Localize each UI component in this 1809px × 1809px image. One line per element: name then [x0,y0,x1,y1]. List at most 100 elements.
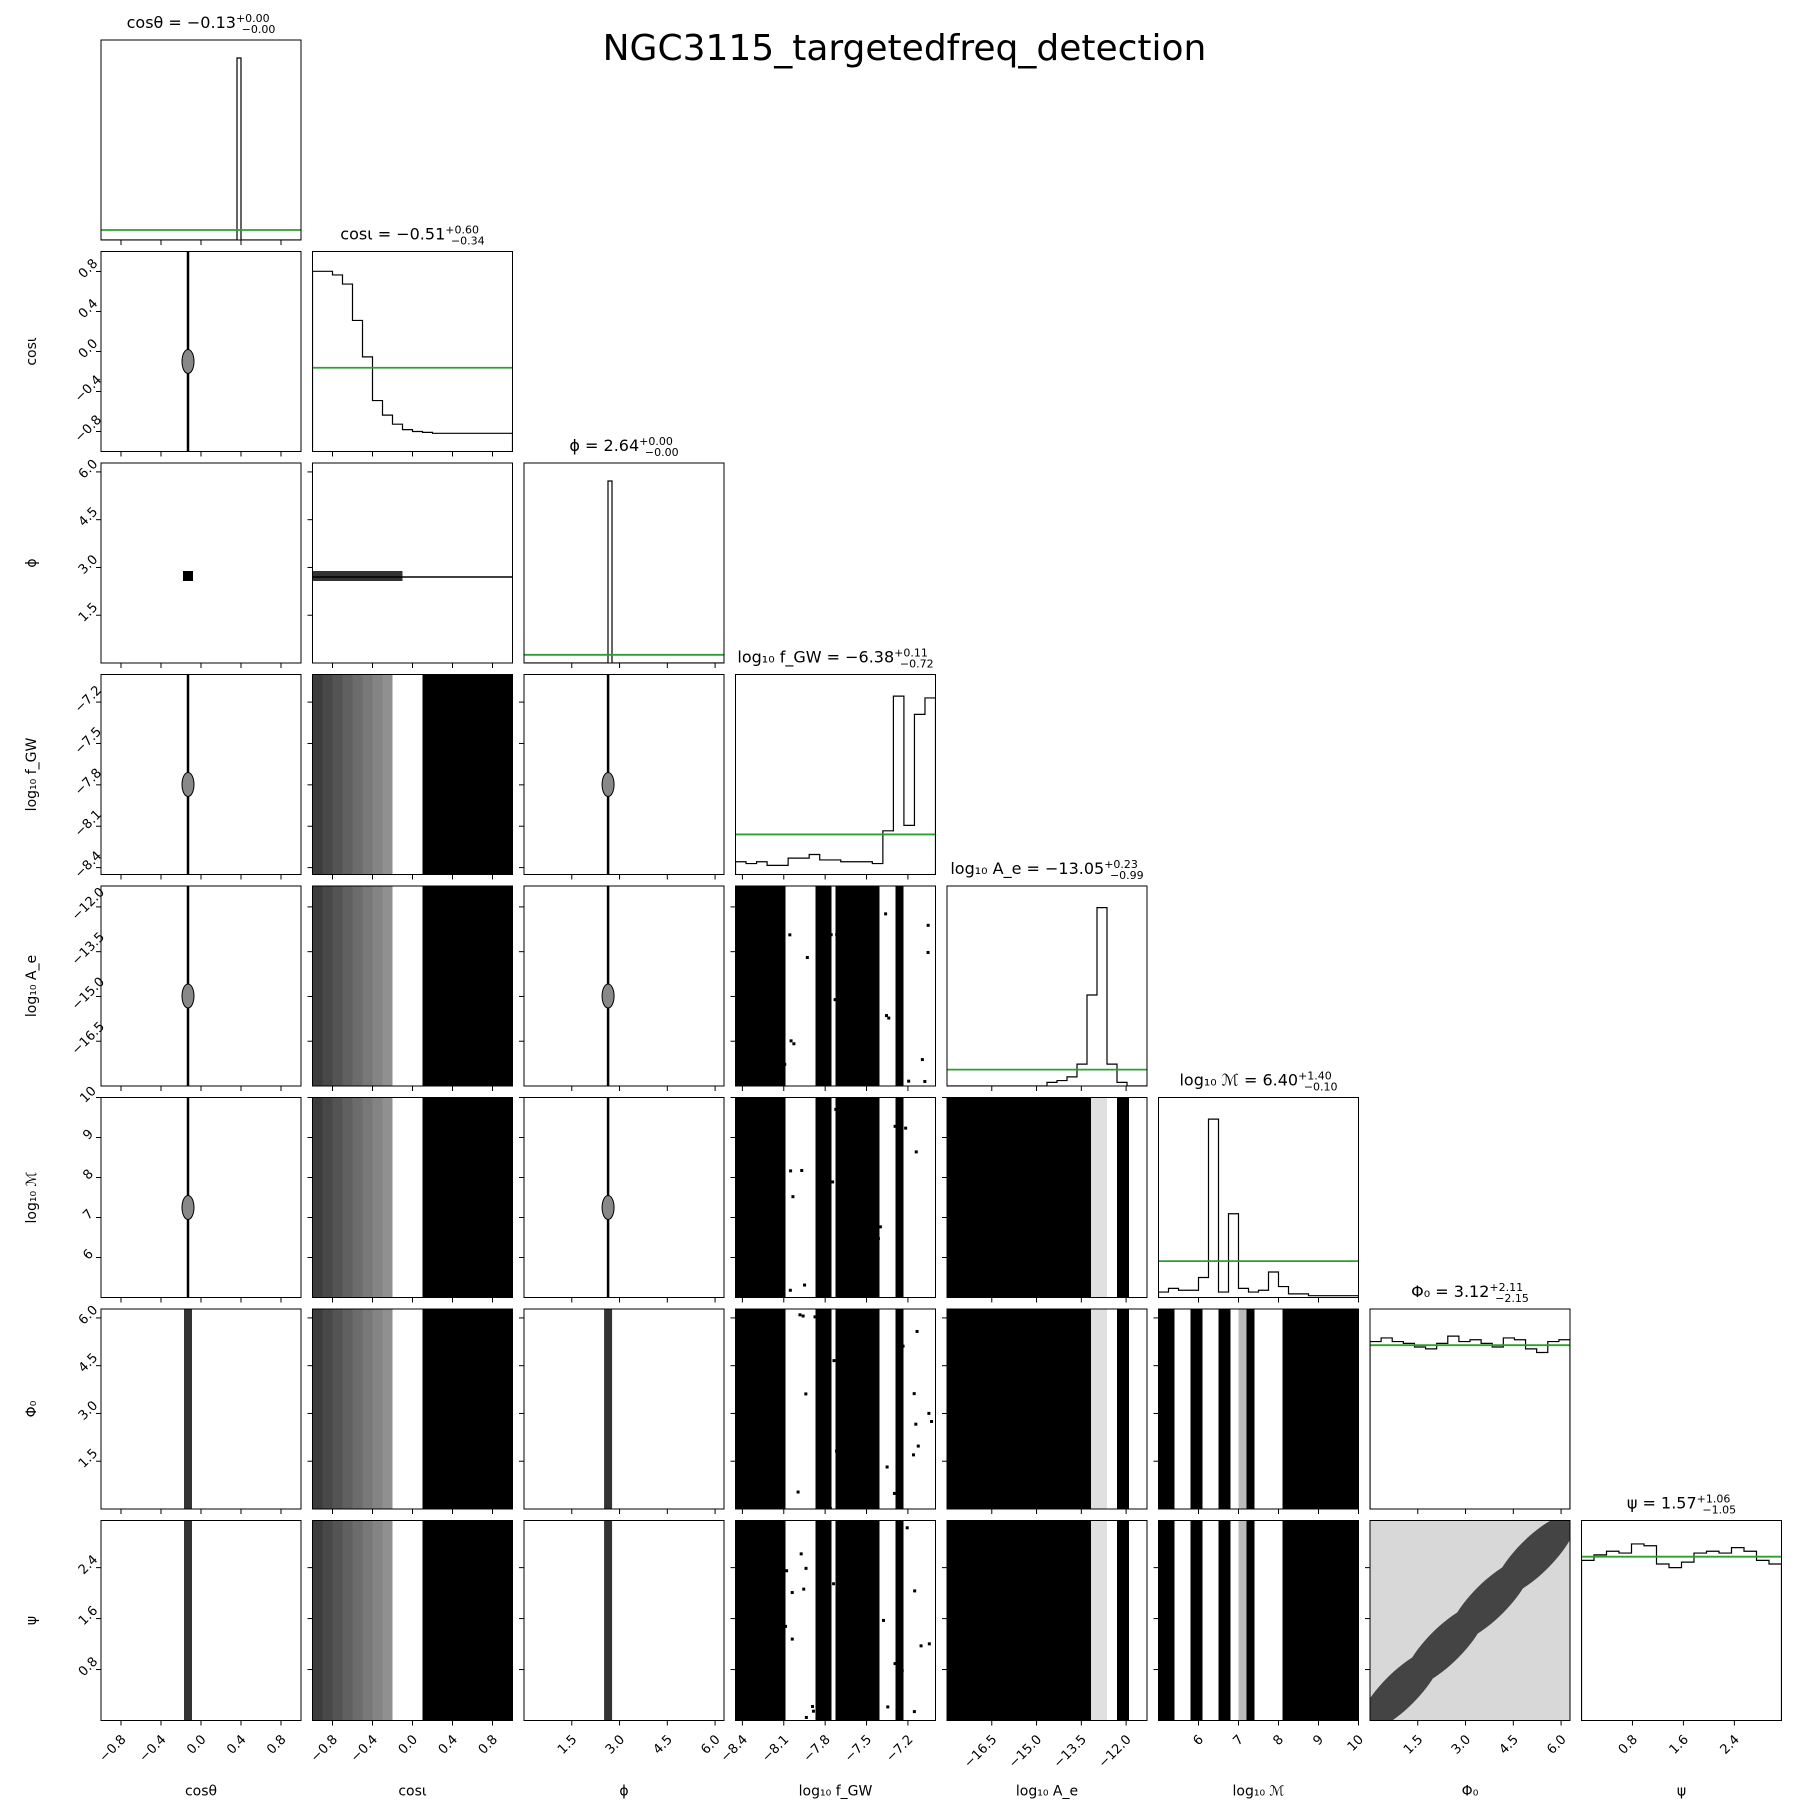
density-speck [860,1114,864,1118]
density-band [1282,1309,1359,1509]
y-tick-label: 6.0 [76,457,101,482]
x-axis-label-logmc: log₁₀ ℳ [1233,1784,1285,1800]
density-speck [907,1079,911,1083]
density-speck [741,1217,745,1221]
x-tick-label: 0.4 [224,1732,249,1757]
density-speck [825,1693,829,1697]
density-band [895,1309,904,1509]
panel-frame [100,251,302,452]
density-band [1190,1520,1203,1721]
density-speck [827,1502,831,1506]
density-column [352,886,363,1086]
density-speck [832,1582,836,1586]
y-tick-label: −12.0 [69,885,108,924]
density-column [332,886,343,1086]
density-panel-costheta-vs-logae [96,885,302,1091]
hist-panel-logfgw [735,674,936,880]
density-band [835,1520,880,1721]
histogram-step-logae [947,907,1147,1086]
y-tick-label: −8.4 [72,849,105,882]
density-column [352,1097,363,1298]
density-speck [926,950,930,954]
density-panel-costheta-vs-logmc [96,1097,302,1303]
density-band [1091,1097,1107,1298]
density-fill [422,1520,513,1721]
x-axis-label-logfgw: log₁₀ f_GW [799,1784,873,1800]
density-speck [823,985,827,989]
density-speck [823,1537,827,1541]
density-column [392,886,403,1086]
density-column [382,886,393,1086]
density-speck [798,1313,802,1317]
density-speck [855,1388,859,1392]
density-speck [893,1662,897,1666]
density-panel-logfgw-vs-psi [730,1520,936,1726]
x-tick-label: 6 [1191,1732,1207,1748]
panel-title-Phi0: Φ₀ = 3.12+2.11 −2.15 [1411,1281,1529,1305]
density-fill [422,1097,513,1298]
density-speck [842,1576,846,1580]
density-column [342,886,353,1086]
density-column [372,886,383,1086]
density-fill [947,1309,1091,1509]
x-tick-label: −7.8 [801,1732,834,1765]
density-column [392,674,403,875]
density-speck [913,1589,917,1593]
hist-panel-psi [1581,1520,1782,1726]
density-column [412,886,423,1086]
density-speck [796,1490,800,1494]
density-column [342,1097,353,1298]
panel-frame [946,1308,1148,1510]
density-panel-cosiota-vs-psi [307,1520,513,1726]
density-speck [843,1531,847,1535]
hist-panel-cosiota [312,251,513,457]
density-speck [769,1083,773,1086]
density-panel-logmc-vs-psi [1153,1520,1359,1726]
y-tick-label: −0.4 [72,373,105,406]
density-column [312,1309,323,1509]
density-speck [833,998,837,1002]
density-speck [905,1526,909,1530]
density-speck [788,933,792,937]
density-speck [867,1339,871,1343]
density-speck [896,1602,900,1606]
density-fill [947,1097,1091,1298]
x-tick-label: 1.5 [1401,1732,1426,1757]
y-axis-label-logfgw: log₁₀ f_GW [24,738,40,812]
density-speck [753,1295,757,1298]
panel-frame [735,1097,936,1298]
density-speck [819,996,823,1000]
hist-panel-costheta [100,39,302,245]
density-column [342,1309,353,1509]
y-axis-label-logae: log₁₀ A_e [24,955,40,1017]
x-tick-label: 1.6 [1667,1732,1692,1757]
panel-frame [735,674,936,875]
density-speck [781,1646,785,1650]
density-speck [778,1176,782,1180]
y-tick-label: −16.5 [69,1019,108,1058]
density-speck [846,1102,850,1106]
density-column [312,886,323,1086]
y-tick-label: −7.2 [72,683,105,716]
density-speck [789,1169,793,1173]
y-tick-label: −7.8 [72,766,105,799]
density-panel-costheta-vs-phi [96,462,302,668]
density-band [815,1520,832,1721]
panel-title-logfgw: log₁₀ f_GW = −6.38+0.11 −0.72 [737,647,933,671]
density-speck [769,1104,773,1108]
panel-frame [100,1097,302,1298]
histogram-step-psi [1581,1543,1782,1721]
density-speck [916,1444,920,1448]
density-speck [823,1324,827,1328]
histogram-step-phi [524,480,724,663]
density-band [815,1309,832,1509]
density-speck [762,930,766,934]
density-contour [181,349,195,374]
density-panel-cosiota-vs-logmc [307,1097,513,1303]
density-speck [835,1449,839,1453]
density-speck [862,1474,866,1478]
density-speck [927,1411,931,1415]
panel-frame [312,462,513,664]
density-contour [181,1195,195,1220]
